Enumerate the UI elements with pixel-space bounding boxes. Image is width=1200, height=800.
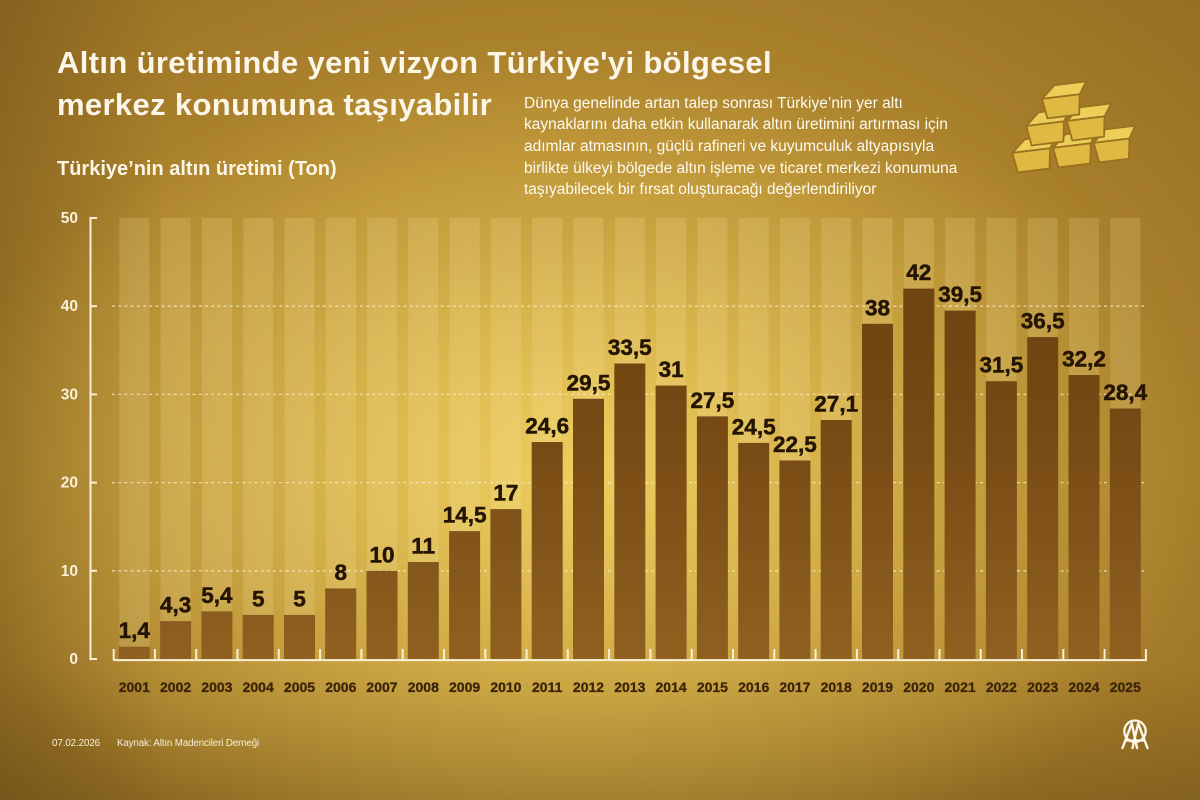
svg-text:39,5: 39,5: [938, 282, 982, 307]
svg-text:14,5: 14,5: [443, 503, 487, 528]
svg-text:4,3: 4,3: [160, 593, 191, 618]
svg-text:10: 10: [61, 563, 78, 580]
svg-text:38: 38: [865, 295, 890, 320]
svg-text:50: 50: [61, 210, 78, 227]
svg-text:2010: 2010: [490, 679, 521, 695]
svg-text:2004: 2004: [243, 679, 274, 695]
svg-text:2014: 2014: [656, 679, 687, 695]
svg-text:2022: 2022: [986, 679, 1017, 695]
svg-text:2008: 2008: [408, 679, 439, 695]
svg-text:2005: 2005: [284, 679, 315, 695]
svg-text:2018: 2018: [821, 679, 852, 695]
svg-text:36,5: 36,5: [1021, 309, 1065, 334]
svg-text:17: 17: [493, 481, 518, 506]
svg-text:31,5: 31,5: [980, 353, 1024, 378]
svg-text:2025: 2025: [1110, 679, 1141, 695]
svg-text:2003: 2003: [201, 679, 232, 695]
svg-text:30: 30: [61, 386, 78, 403]
svg-text:31: 31: [659, 357, 684, 382]
svg-text:2023: 2023: [1027, 679, 1058, 695]
svg-text:8: 8: [335, 560, 348, 585]
svg-text:11: 11: [411, 534, 435, 559]
svg-text:2002: 2002: [160, 679, 191, 695]
svg-text:22,5: 22,5: [773, 432, 817, 457]
svg-text:0: 0: [69, 651, 78, 668]
svg-text:24,6: 24,6: [525, 414, 569, 439]
svg-text:5: 5: [293, 586, 306, 611]
svg-text:28,4: 28,4: [1103, 380, 1147, 405]
svg-text:2006: 2006: [325, 679, 356, 695]
svg-text:2007: 2007: [366, 679, 397, 695]
svg-text:40: 40: [61, 298, 78, 315]
svg-text:1,4: 1,4: [119, 618, 151, 643]
svg-text:2013: 2013: [614, 679, 645, 695]
svg-text:2016: 2016: [738, 679, 769, 695]
svg-text:2015: 2015: [697, 679, 728, 695]
svg-text:33,5: 33,5: [608, 335, 652, 360]
svg-text:2020: 2020: [903, 679, 934, 695]
svg-text:2009: 2009: [449, 679, 480, 695]
svg-text:29,5: 29,5: [567, 370, 611, 395]
svg-text:5: 5: [252, 586, 265, 611]
svg-text:2021: 2021: [945, 679, 976, 695]
svg-text:2001: 2001: [119, 679, 150, 695]
svg-text:2012: 2012: [573, 679, 604, 695]
svg-text:27,5: 27,5: [691, 388, 735, 413]
svg-text:2019: 2019: [862, 679, 893, 695]
svg-text:27,1: 27,1: [814, 392, 858, 417]
svg-text:32,2: 32,2: [1062, 347, 1106, 372]
svg-text:42: 42: [906, 260, 931, 285]
svg-text:10: 10: [369, 542, 394, 567]
svg-text:5,4: 5,4: [201, 583, 233, 608]
svg-text:2011: 2011: [532, 679, 563, 695]
svg-text:2017: 2017: [779, 679, 810, 695]
svg-text:20: 20: [61, 475, 78, 492]
svg-text:24,5: 24,5: [732, 414, 776, 439]
svg-text:2024: 2024: [1068, 679, 1099, 695]
